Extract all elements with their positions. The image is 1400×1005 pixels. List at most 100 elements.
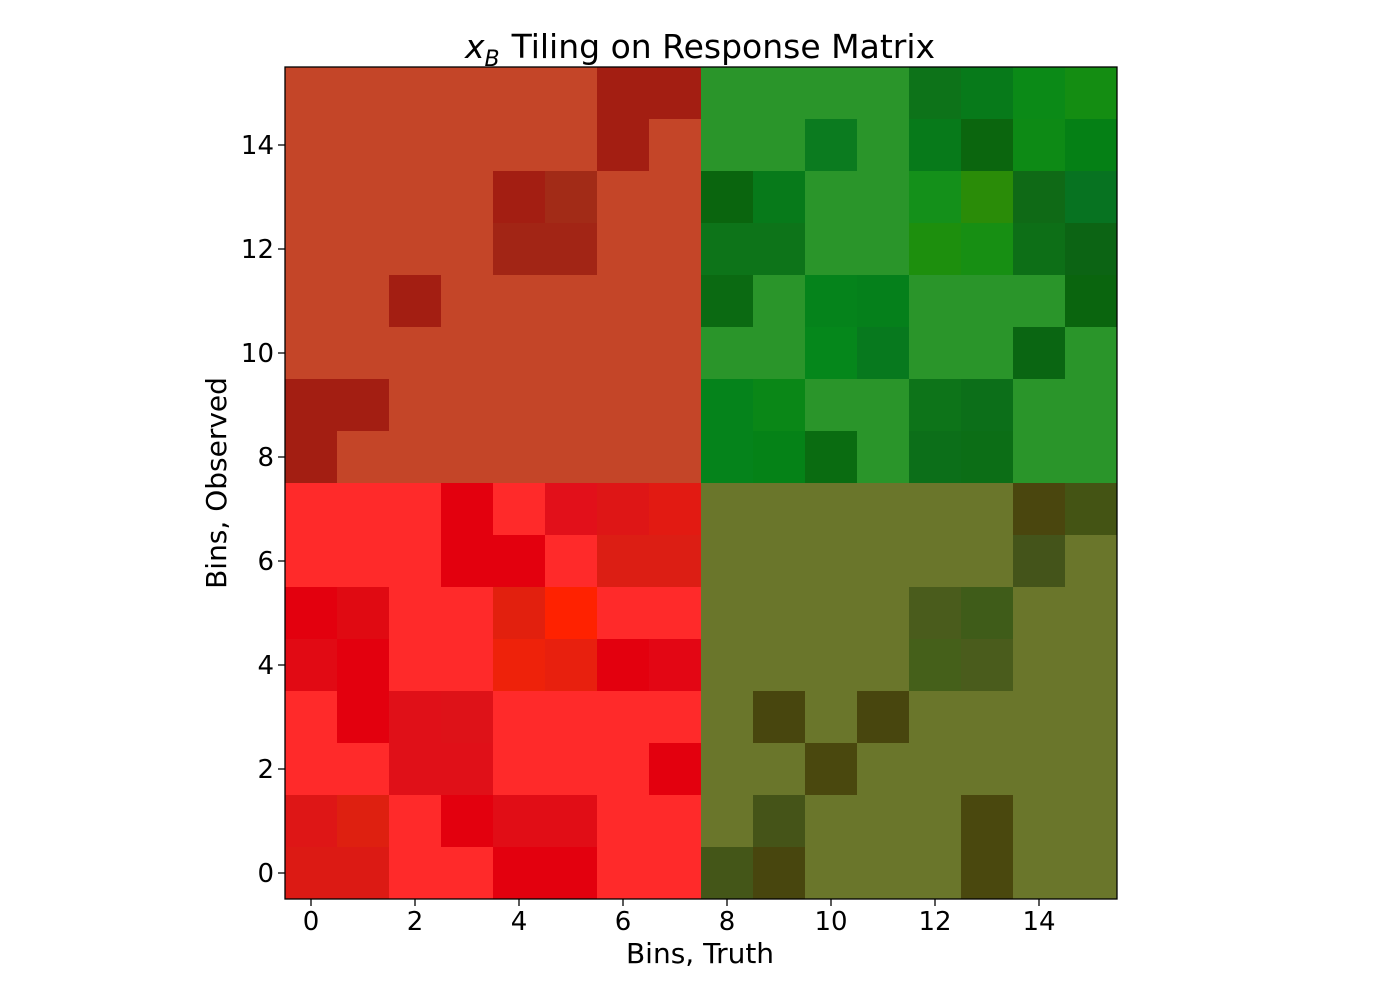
heatmap-cell [753,275,806,328]
heatmap-cell [1013,223,1066,276]
heatmap-cell [337,483,390,536]
heatmap-cell [389,587,442,640]
heatmap-cell [285,795,338,848]
heatmap-cell [961,795,1014,848]
heatmap-cell [1013,691,1066,744]
heatmap-cell [961,483,1014,536]
heatmap-cell [649,691,702,744]
heatmap-cell [805,691,858,744]
heatmap-cell [285,847,338,900]
heatmap-cell [389,379,442,432]
heatmap-cell [493,535,546,588]
heatmap-cell [857,119,910,172]
heatmap-cell [961,431,1014,484]
heatmap-cell [701,795,754,848]
x-axis-ticks: 0 2 4 6 8 10 12 14 [303,899,1056,937]
heatmap-cell [909,67,962,120]
heatmap-cell [909,223,962,276]
heatmap-cell [857,639,910,692]
heatmap-cell [649,535,702,588]
heatmap-cell [649,275,702,328]
heatmap-cell [753,223,806,276]
heatmap-cell [597,379,650,432]
heatmap-cell [961,379,1014,432]
heatmap-cell [857,691,910,744]
heatmap-cell [285,223,338,276]
heatmap-cell [909,327,962,380]
heatmap-cell [545,691,598,744]
heatmap-cell [805,223,858,276]
heatmap-cell [961,639,1014,692]
heatmap-cell [701,67,754,120]
heatmap-cell [1065,691,1118,744]
heatmap-cell [805,119,858,172]
heatmap-cell [1065,587,1118,640]
y-tick-label: 10 [241,339,274,369]
heatmap-cell [285,691,338,744]
heatmap-cell [285,171,338,224]
plot-frame [284,66,1118,900]
x-tick-label: 12 [918,907,951,937]
heatmap-cell [285,483,338,536]
heatmap-cell [805,795,858,848]
heatmap-cell [389,483,442,536]
heatmap-cell [857,847,910,900]
heatmap-cell [1013,483,1066,536]
heatmap-cell [285,119,338,172]
heatmap-cell [545,639,598,692]
heatmap-cell [909,847,962,900]
heatmap-cell [441,535,494,588]
heatmap-cell [441,587,494,640]
y-tick-label: 4 [257,651,274,681]
heatmap-cell [337,639,390,692]
heatmap-cell [389,535,442,588]
heatmap-cell [597,535,650,588]
y-tick-label: 8 [257,443,274,473]
heatmap-cell [493,431,546,484]
heatmap-cell [753,379,806,432]
heatmap-cell [441,795,494,848]
heatmap-cell [857,275,910,328]
heatmap-cell [597,171,650,224]
heatmap-cell [493,275,546,328]
heatmap-cell [753,639,806,692]
heatmap-cell [389,691,442,744]
heatmap-cell [441,743,494,796]
heatmap-cell [389,275,442,328]
heatmap-cell [285,639,338,692]
y-tick-label: 6 [257,547,274,577]
heatmap-cell [701,379,754,432]
heatmap-cell [909,691,962,744]
y-tick-label: 2 [257,755,274,785]
heatmap-cell [805,847,858,900]
heatmap-cell [597,223,650,276]
heatmap-cell [493,223,546,276]
heatmap-cell [805,431,858,484]
heatmap-cell [701,535,754,588]
heatmap-cell [597,639,650,692]
heatmap-cell [753,743,806,796]
heatmap-cell [753,67,806,120]
heatmap-cell [805,535,858,588]
heatmap-cell [649,67,702,120]
heatmap-cell [597,431,650,484]
heatmap-cell [701,431,754,484]
heatmap-cell [909,171,962,224]
heatmap-cell [753,483,806,536]
heatmap-cell [389,847,442,900]
heatmap-cell [909,535,962,588]
heatmap-cell [1065,535,1118,588]
heatmap-cell [493,327,546,380]
heatmap-cell [493,379,546,432]
heatmap-cell [285,743,338,796]
heatmap-cell [337,431,390,484]
heatmap-cell [337,847,390,900]
heatmap-cell [649,483,702,536]
heatmap-cell [857,535,910,588]
heatmap-cell [545,379,598,432]
heatmap-cell [649,171,702,224]
heatmap-cell [961,691,1014,744]
heatmap-cell [753,431,806,484]
x-tick-label: 8 [719,907,736,937]
heatmap-cell [857,327,910,380]
